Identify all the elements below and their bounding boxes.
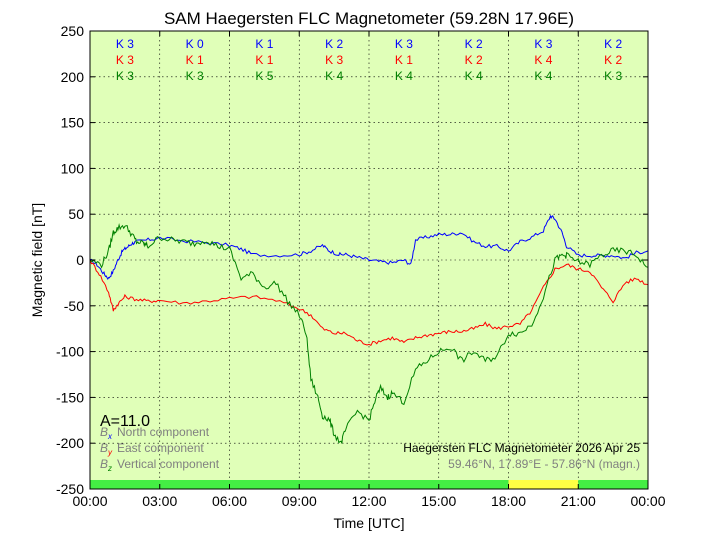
- k-index-east: K 3: [325, 53, 343, 67]
- k-index-north: K 3: [534, 37, 552, 51]
- legend-symbol: B: [100, 441, 108, 455]
- activity-segment: [508, 480, 579, 489]
- x-tick-label: 00:00: [72, 493, 107, 509]
- y-tick-label: 250: [61, 23, 85, 39]
- k-index-rows: K 3 K 0 K 1 K 2 K 3 K 2 K 3 K 2 K 3 K 1 K 1 K 3 K 1 K…: [116, 37, 623, 83]
- k-index-north: K 2: [604, 37, 622, 51]
- y-tick-label: 150: [61, 115, 85, 131]
- k-index-vertical: K 4: [534, 69, 552, 83]
- y-tick-label: -50: [64, 298, 84, 314]
- y-tick-label: 100: [61, 160, 85, 176]
- k-index-east: K 1: [186, 53, 204, 67]
- k-index-vertical: K 4: [395, 69, 413, 83]
- k-index-north: K 0: [186, 37, 204, 51]
- x-tick-label: 21:00: [561, 493, 596, 509]
- k-index-vertical: K 4: [465, 69, 483, 83]
- k-index-vertical: K 5: [255, 69, 273, 83]
- y-axis-label: Magnetic field [nT]: [29, 203, 45, 317]
- k-index-east: K 4: [534, 53, 552, 67]
- x-tick-label: 06:00: [212, 493, 247, 509]
- k-index-vertical: K 3: [186, 69, 204, 83]
- k-index-vertical: K 3: [116, 69, 134, 83]
- legend-label: Vertical component: [117, 457, 220, 471]
- series-line-east-component: [89, 259, 649, 346]
- x-tick-label: 18:00: [491, 493, 526, 509]
- legend-subscript: y: [107, 448, 113, 457]
- k-index-east: K 1: [255, 53, 273, 67]
- y-tick-label: -200: [56, 435, 84, 451]
- y-tick-label: -100: [56, 344, 84, 360]
- k-index-east: K 1: [395, 53, 413, 67]
- station-coords: 59.46°N, 17.89°E - 57.86°N (magn.): [448, 457, 640, 471]
- legend-subscript: x: [107, 432, 113, 441]
- x-tick-label: 00:00: [630, 493, 665, 509]
- k-index-vertical: K 3: [604, 69, 622, 83]
- legend-label: North component: [117, 425, 210, 439]
- data-series: [89, 214, 649, 444]
- legend-symbol: B: [100, 425, 108, 439]
- x-tick-label: 09:00: [282, 493, 317, 509]
- y-tick-label: 0: [76, 252, 84, 268]
- series-line-north-component: [89, 214, 649, 281]
- y-tick-label: 200: [61, 69, 85, 85]
- k-index-east: K 2: [604, 53, 622, 67]
- k-index-east: K 2: [465, 53, 483, 67]
- chart-title: SAM Haegersten FLC Magnetometer (59.28N …: [164, 9, 574, 28]
- k-index-north: K 3: [395, 37, 413, 51]
- k-index-east: K 3: [116, 53, 134, 67]
- x-tick-label: 15:00: [421, 493, 456, 509]
- x-tick-label: 03:00: [142, 493, 177, 509]
- k-index-north: K 1: [255, 37, 273, 51]
- legend-subscript: z: [107, 464, 112, 473]
- k-index-north: K 3: [116, 37, 134, 51]
- k-index-vertical: K 4: [325, 69, 343, 83]
- y-tick-label: -250: [56, 481, 84, 497]
- x-tick-label: 12:00: [351, 493, 386, 509]
- activity-segment: [578, 480, 648, 489]
- legend-symbol: B: [100, 457, 108, 471]
- a-index: A=11.0: [100, 413, 150, 430]
- legend-label: East component: [117, 441, 204, 455]
- series-line-vertical-component: [89, 223, 649, 444]
- k-index-north: K 2: [325, 37, 343, 51]
- y-tick-label: 50: [68, 206, 84, 222]
- x-axis-label: Time [UTC]: [333, 515, 404, 531]
- station-caption: Haegersten FLC Magnetometer 2026 Apr 25: [403, 441, 640, 455]
- k-index-north: K 2: [465, 37, 483, 51]
- y-tick-label: -150: [56, 389, 84, 405]
